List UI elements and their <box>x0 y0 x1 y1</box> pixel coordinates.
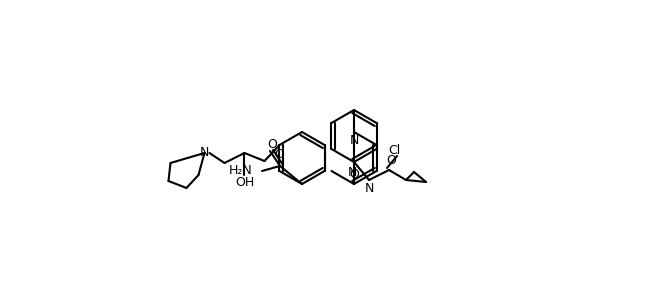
Text: Cl: Cl <box>388 144 401 158</box>
Text: O: O <box>386 153 396 166</box>
Text: O: O <box>275 149 285 162</box>
Text: O: O <box>267 138 277 151</box>
Text: O: O <box>349 168 359 181</box>
Text: H₂N: H₂N <box>228 164 252 177</box>
Text: N: N <box>200 147 209 160</box>
Text: N: N <box>364 181 374 194</box>
Text: N: N <box>347 166 356 179</box>
Text: N: N <box>349 134 358 147</box>
Text: OH: OH <box>235 177 254 190</box>
